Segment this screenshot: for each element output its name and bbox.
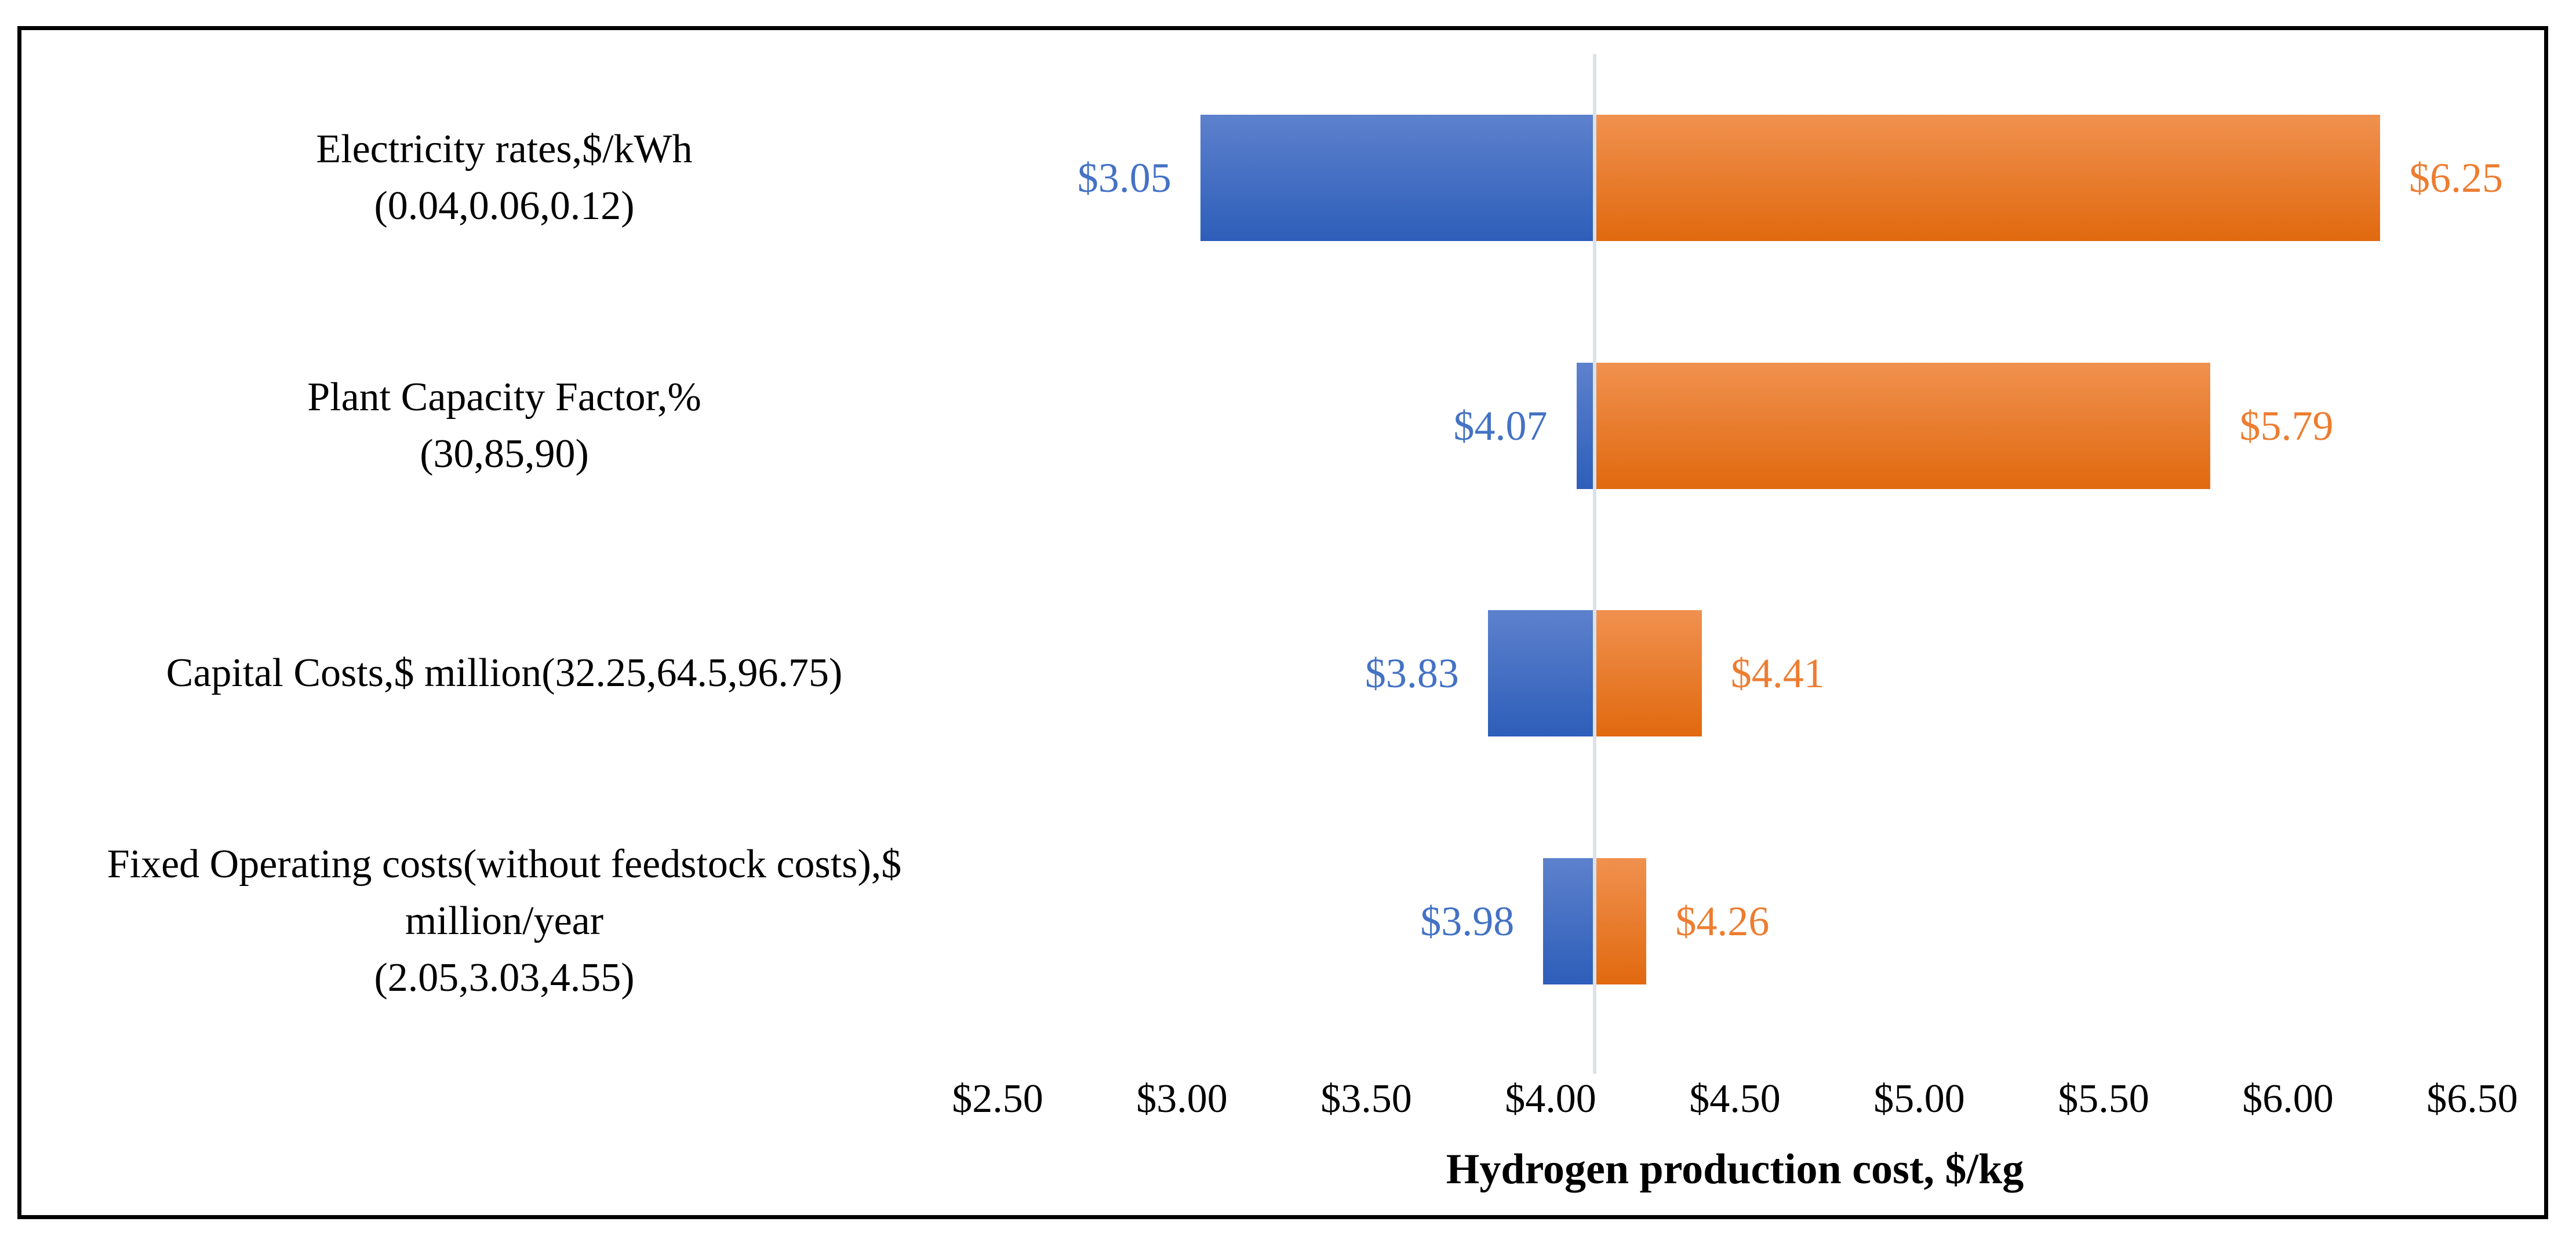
high-bar [1595, 362, 2211, 489]
high-value-label: $4.41 [1730, 650, 1825, 696]
category-label-line: Capital Costs,$ million(32.25,64.5,96.75… [166, 651, 843, 695]
x-axis-tick-label: $2.50 [952, 1077, 1043, 1121]
high-bar [1595, 115, 2380, 241]
category-label: Electricity rates,$/kWh (0.04,0.06,0.12) [17, 54, 991, 302]
high-value-label: $5.79 [2239, 402, 2334, 449]
category-label: Fixed Operating costs(without feedstock … [17, 797, 991, 1045]
low-bar [1200, 115, 1595, 241]
category-label-line: (2.05,3.03,4.55) [374, 955, 635, 1000]
x-axis-tick-label: $4.00 [1505, 1077, 1596, 1121]
low-value-label: $3.98 [1420, 898, 1515, 944]
low-bar [1543, 858, 1595, 984]
category-label-line: Plant Capacity Factor,% [307, 374, 701, 420]
category-label: Plant Capacity Factor,% (30,85,90) [17, 302, 991, 550]
category-label-line: Fixed Operating costs(without feedstock … [107, 841, 902, 887]
x-axis-tick-label: $6.50 [2426, 1077, 2518, 1121]
x-axis-tick-label: $6.00 [2242, 1077, 2334, 1121]
high-bar [1595, 610, 1702, 736]
low-value-label: $3.83 [1365, 650, 1459, 696]
low-bar [1487, 610, 1595, 736]
category-label-line: (0.04,0.06,0.12) [374, 184, 635, 228]
x-axis-tick-label: $5.00 [1873, 1077, 1965, 1121]
x-axis-tick-label: $5.50 [2058, 1077, 2149, 1121]
category-label-line: Electricity rates,$/kWh [316, 127, 693, 172]
low-bar [1576, 362, 1595, 489]
category-label: Capital Costs,$ million(32.25,64.5,96.75… [17, 549, 991, 797]
chart-frame [17, 26, 2548, 1219]
x-axis-title: Hydrogen production cost, $/kg [1446, 1146, 2024, 1193]
high-value-label: $4.26 [1675, 898, 1770, 944]
x-axis-tick-label: $3.50 [1320, 1077, 1412, 1121]
category-label-line: (30,85,90) [420, 431, 589, 476]
category-label-line: million/year [405, 898, 604, 943]
x-axis-tick-label: $3.00 [1136, 1077, 1228, 1121]
high-value-label: $6.25 [2409, 155, 2503, 201]
low-value-label: $4.07 [1453, 402, 1548, 449]
baseline-gridline [1593, 54, 1597, 1074]
high-bar [1595, 858, 1647, 984]
x-axis-tick-label: $4.50 [1689, 1077, 1781, 1121]
low-value-label: $3.05 [1077, 155, 1171, 201]
